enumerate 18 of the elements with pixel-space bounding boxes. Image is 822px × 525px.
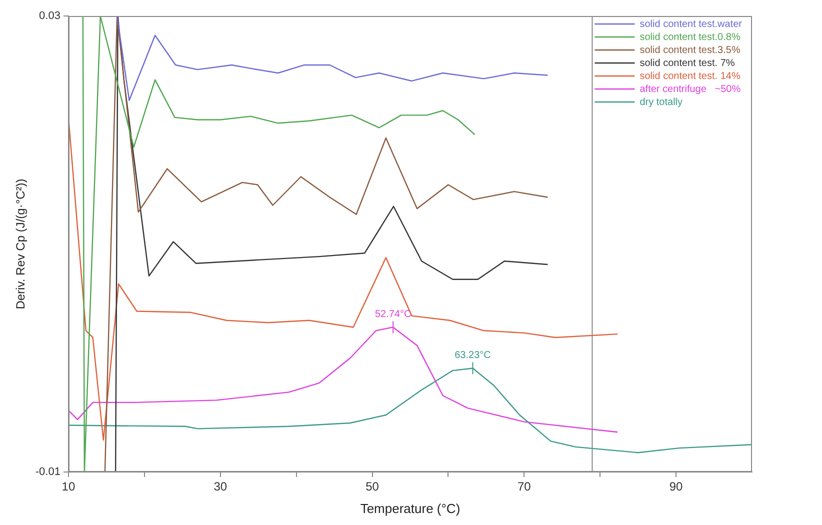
legend-label: after centrifuge ~50% [640,84,741,95]
legend-label: solid content test.water [640,18,743,30]
x-tick-label: 70 [517,480,532,494]
annotation: 63.23°C [454,350,491,362]
x-tick-label: 10 [62,480,76,494]
legend-label: solid content test.0.8% [640,32,740,43]
legend-label: solid content test. 14% [640,70,740,82]
y-axis-title: Deriv. Rev Cp (J/(g·°C²)) [14,178,28,310]
legend-label: solid content test.3.5% [640,44,740,56]
annotation: 52.74°C [374,308,412,320]
legend-label: dry totally [640,96,683,108]
x-tick-label: 50 [366,480,380,494]
legend-label: solid content test. 7% [640,58,735,69]
x-tick-label: 30 [214,480,228,494]
x-tick-label: 90 [669,480,684,494]
x-axis-title: Temperature (°C) [360,500,460,516]
y-tick-label: -0.01 [35,466,60,478]
y-tick-label: 0.03 [39,10,60,22]
